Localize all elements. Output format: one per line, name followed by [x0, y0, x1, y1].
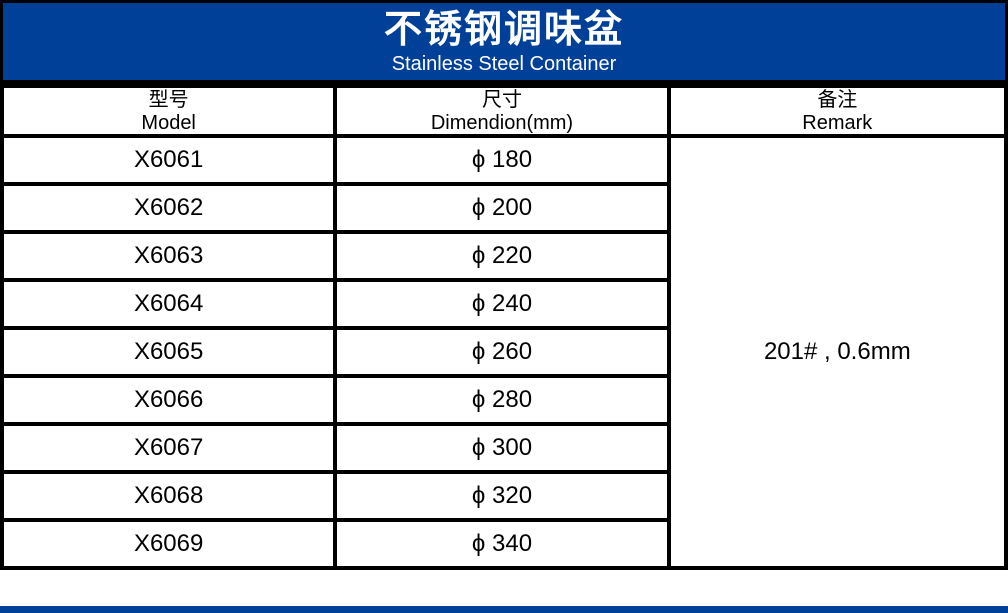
model-cell: X6061	[0, 134, 338, 186]
col-header-dimension: 尺寸 Dimendion(mm)	[333, 84, 671, 138]
col-header-remark: 备注 Remark	[666, 84, 1008, 138]
col-header-model-zh: 型号	[148, 89, 189, 111]
table-row: X6064 ϕ 240	[0, 278, 1006, 330]
col-header-dimension-zh: 尺寸	[481, 89, 522, 111]
table-row: X6067 ϕ 300	[0, 422, 1006, 474]
model-cell: X6063	[0, 230, 338, 282]
table-row: X6068 ϕ 320	[0, 470, 1006, 522]
table-row: X6069 ϕ 340	[0, 518, 1006, 570]
page-title: 不锈钢调味盆	[383, 8, 624, 51]
table-row: X6062 ϕ 200	[0, 182, 1006, 234]
spec-table: 型号 Model 尺寸 Dimendion(mm) 备注 Remark X606…	[0, 84, 1008, 570]
dimension-cell: ϕ 240	[333, 278, 671, 330]
dimension-cell: ϕ 340	[333, 518, 671, 570]
model-cell: X6065	[0, 326, 338, 378]
banner: 不锈钢调味盆 Stainless Steel Container	[0, 0, 1008, 84]
dimension-cell: ϕ 280	[333, 374, 671, 426]
dimension-cell: ϕ 300	[333, 422, 671, 474]
dimension-cell: ϕ 200	[333, 182, 671, 234]
table-row: X6065 ϕ 260	[0, 326, 1006, 378]
dimension-cell: ϕ 320	[333, 470, 671, 522]
col-header-model: 型号 Model	[0, 84, 338, 138]
bottom-bar	[0, 606, 1008, 613]
model-cell: X6067	[0, 422, 338, 474]
table-row: X6061 ϕ 180 201# , 0.6mm	[0, 134, 1008, 570]
table-body: X6061 ϕ 180 201# , 0.6mm X6062 ϕ 200 X6063 ϕ 2…	[0, 134, 1008, 570]
col-header-remark-zh: 备注	[817, 89, 858, 111]
model-cell: X6066	[0, 374, 338, 426]
model-cell: X6069	[0, 518, 338, 570]
remark-cell: 201# , 0.6mm	[666, 134, 1008, 570]
table-row: X6066 ϕ 280	[0, 374, 1006, 426]
model-cell: X6068	[0, 470, 338, 522]
table-row: X6063 ϕ 220	[0, 230, 1006, 282]
col-header-remark-en: Remark	[802, 112, 873, 134]
model-cell: X6064	[0, 278, 338, 330]
dimension-cell: ϕ 220	[333, 230, 671, 282]
col-header-dimension-en: Dimendion(mm)	[430, 112, 574, 134]
dimension-cell: ϕ 260	[333, 326, 671, 378]
page-subtitle: Stainless Steel Container	[391, 52, 617, 75]
col-header-model-en: Model	[141, 112, 196, 134]
header-row: 型号 Model 尺寸 Dimendion(mm) 备注 Remark	[0, 84, 1008, 138]
dimension-cell: ϕ 180	[333, 134, 671, 186]
model-cell: X6062	[0, 182, 338, 234]
